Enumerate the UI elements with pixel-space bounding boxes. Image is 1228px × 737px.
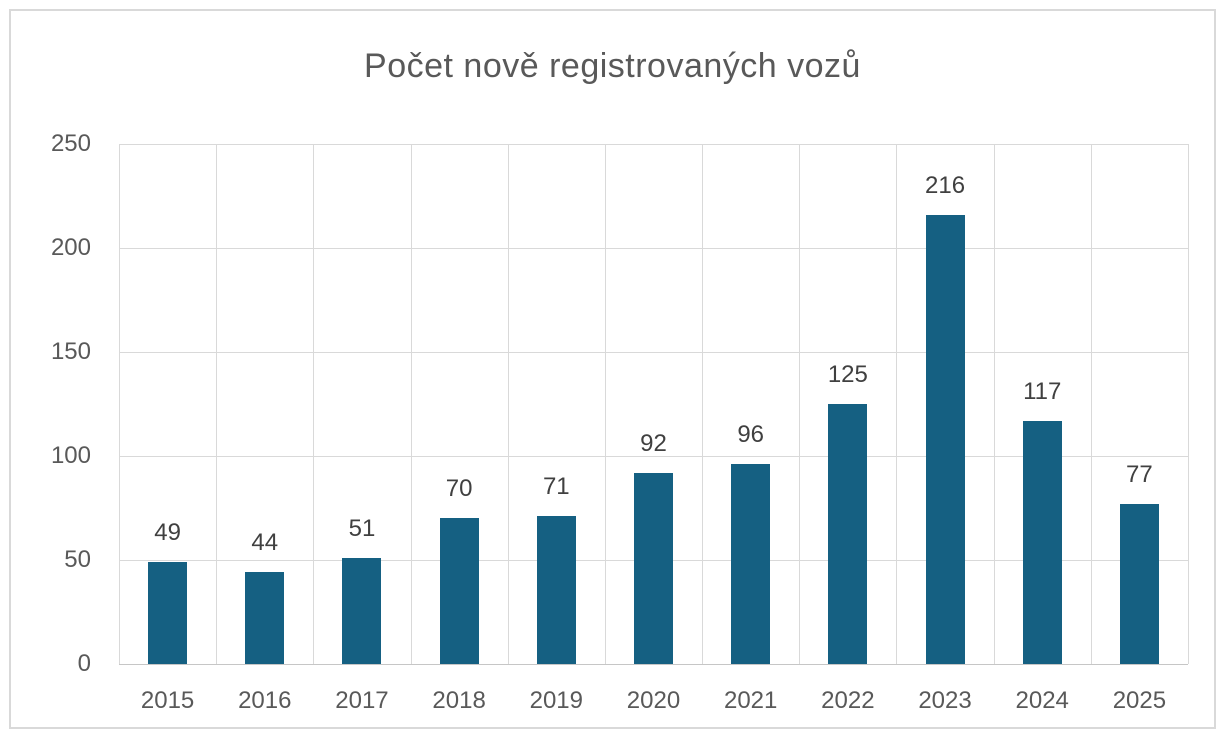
bar-2024 [1022, 420, 1062, 664]
gridline-vertical [896, 144, 898, 664]
bar-2017 [342, 557, 382, 664]
x-tick-label: 2025 [1112, 687, 1167, 714]
y-tick-label: 200 [50, 234, 91, 261]
chart-frame: Počet nově registrovaných vozů 49 44 51 70 7… [9, 9, 1216, 729]
bar-2016 [245, 572, 285, 664]
bar-2018 [439, 518, 479, 664]
gridline-vertical [1090, 144, 1092, 664]
bar-2023 [925, 214, 965, 664]
gridline-horizontal [119, 144, 1188, 145]
gridline-horizontal [119, 352, 1188, 353]
x-tick-label: 2016 [238, 687, 292, 714]
gridline-vertical [702, 144, 704, 664]
x-tick-label: 2023 [918, 687, 972, 714]
gridline-horizontal [119, 248, 1188, 249]
x-tick-label: 2019 [529, 687, 583, 714]
y-tick-label: 150 [50, 338, 91, 365]
bar-value-label: 117 [1023, 377, 1062, 405]
gridline-vertical [410, 144, 412, 664]
bar-value-label: 77 [1126, 460, 1153, 488]
gridline-vertical [507, 144, 509, 664]
gridline-vertical [216, 144, 218, 664]
y-tick-label: 50 [64, 546, 91, 573]
bar-value-label: 216 [925, 171, 966, 199]
y-tick-label: 250 [50, 130, 91, 157]
bar-2019 [536, 516, 576, 664]
bar-2015 [148, 562, 188, 664]
x-tick-label: 2021 [723, 687, 778, 714]
x-tick-label: 2020 [626, 687, 681, 714]
bar-2020 [634, 472, 673, 664]
bar-value-label: 92 [640, 429, 667, 457]
bar-2021 [731, 464, 771, 664]
gridline-vertical [799, 144, 801, 664]
x-tick-label: 2015 [140, 687, 195, 714]
gridline-vertical [1188, 144, 1189, 664]
plot-area: 49 44 51 70 71 92 96 125 216 117 77 [119, 144, 1189, 665]
y-tick-label: 100 [50, 442, 91, 469]
gridline-vertical [313, 144, 315, 664]
gridline-vertical [119, 144, 120, 664]
x-tick-label: 2018 [432, 687, 486, 714]
x-axis-line [119, 664, 1188, 665]
bar-2025 [1119, 503, 1159, 664]
y-tick-label: 0 [77, 650, 91, 677]
bar-value-label: 71 [542, 473, 570, 501]
bar-value-label: 49 [154, 519, 181, 547]
x-tick-label: 2024 [1015, 687, 1069, 714]
bar-value-label: 70 [445, 475, 473, 503]
x-tick-label: 2017 [335, 687, 389, 714]
bar-2022 [828, 404, 868, 664]
x-tick-label: 2022 [821, 687, 875, 714]
gridline-vertical [604, 144, 606, 664]
chart-title: Počet nově registrovaných vozů [364, 47, 861, 85]
bar-value-label: 44 [251, 529, 279, 557]
bar-value-label: 96 [737, 421, 765, 449]
gridline-vertical [993, 144, 995, 664]
bar-value-label: 51 [348, 514, 376, 542]
bar-value-label: 125 [827, 361, 868, 388]
gridline-horizontal [119, 456, 1188, 457]
